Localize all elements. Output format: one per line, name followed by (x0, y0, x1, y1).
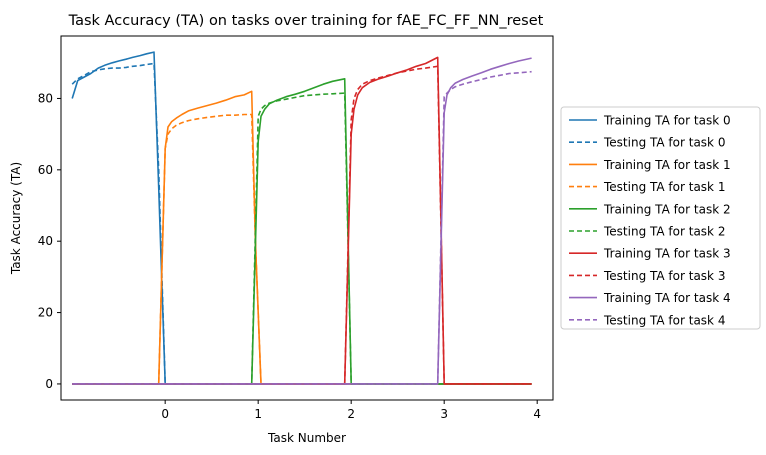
legend-label-1: Testing TA for task 0 (603, 136, 725, 150)
x-tick-label: 1 (254, 407, 262, 421)
legend-label-6: Training TA for task 3 (603, 247, 731, 261)
series-line-4 (72, 78, 532, 385)
x-tick-label: 2 (347, 407, 355, 421)
series-line-3 (72, 113, 532, 385)
series-line-6 (72, 56, 532, 385)
y-tick-label: 80 (38, 91, 53, 105)
series-line-2 (72, 90, 532, 385)
x-tick-label: 4 (533, 407, 541, 421)
y-axis: 0 20 40 60 80 (38, 91, 61, 391)
x-tick-label: 3 (440, 407, 448, 421)
x-axis-label: Task Number (267, 431, 346, 445)
chart-title: Task Accuracy (TA) on tasks over trainin… (68, 13, 544, 29)
legend-label-8: Training TA for task 4 (603, 291, 731, 305)
legend-label-2: Training TA for task 1 (603, 158, 731, 172)
plot-area (60, 35, 554, 401)
x-tick-label: 0 (161, 407, 169, 421)
series-layer (71, 51, 532, 385)
legend-frame (560, 106, 761, 330)
legend-label-7: Testing TA for task 3 (603, 269, 725, 283)
legend: Training TA for task 0 Testing TA for tas… (560, 106, 761, 330)
legend-label-3: Testing TA for task 1 (603, 180, 725, 194)
series-line-8 (72, 57, 532, 385)
legend-label-0: Training TA for task 0 (603, 114, 731, 128)
y-tick-label: 60 (38, 163, 53, 177)
legend-label-5: Testing TA for task 2 (603, 225, 725, 239)
plot-frame (60, 35, 554, 401)
y-tick-label: 20 (38, 306, 53, 320)
series-line-9 (72, 70, 532, 385)
legend-label-9: Testing TA for task 4 (603, 313, 725, 327)
series-line-5 (72, 92, 532, 385)
y-tick-label: 0 (45, 377, 53, 391)
series-line-1 (71, 62, 532, 385)
series-line-0 (71, 51, 532, 385)
legend-label-4: Training TA for task 2 (603, 202, 731, 216)
x-axis: 0 1 2 3 4 (161, 400, 541, 421)
y-axis-label: Task Accuracy (TA) (9, 162, 23, 275)
y-tick-label: 40 (38, 234, 53, 248)
series-line-7 (72, 65, 532, 385)
